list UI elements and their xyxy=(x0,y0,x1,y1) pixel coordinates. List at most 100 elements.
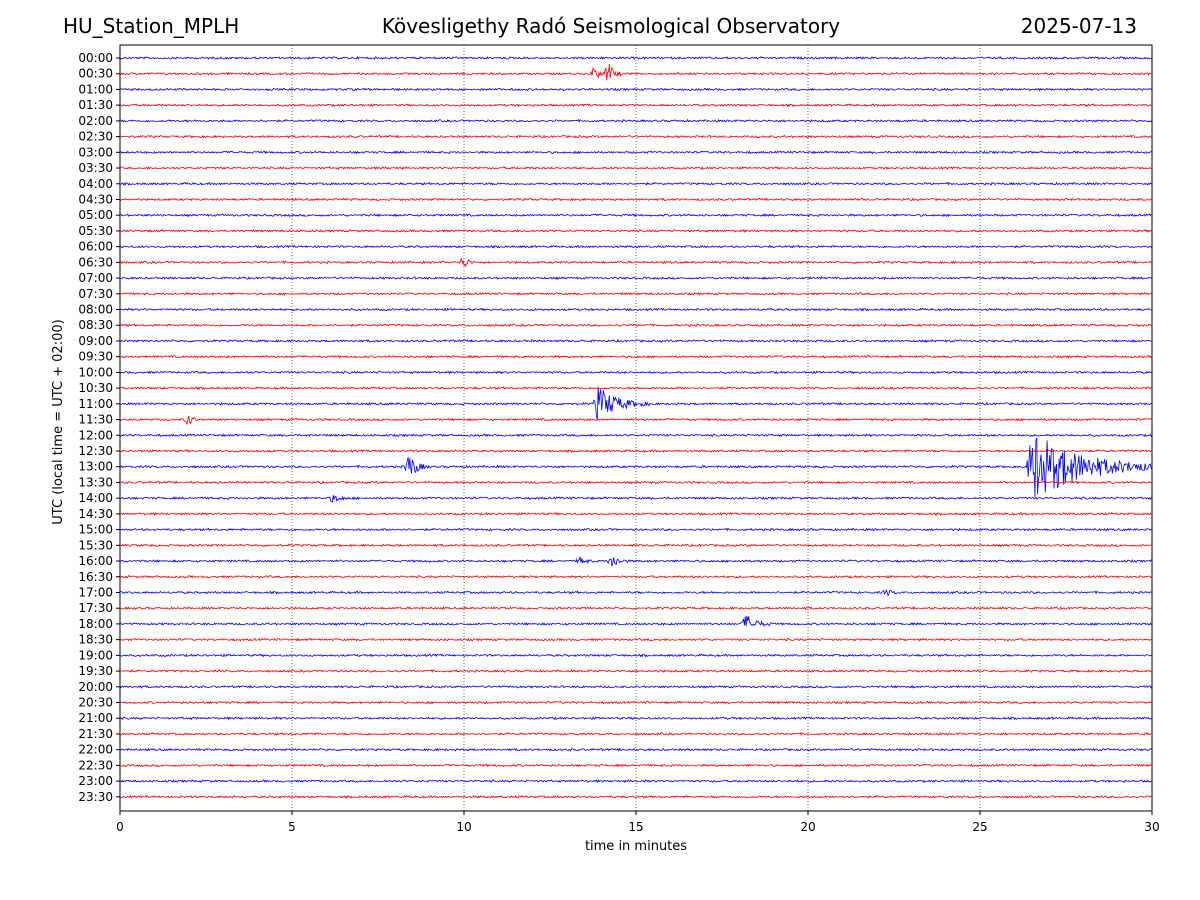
x-tick-label: 5 xyxy=(288,820,296,834)
trace-1200 xyxy=(120,433,1153,438)
chart-title: Kövesligethy Radó Seismological Observat… xyxy=(381,14,841,38)
trace-0030 xyxy=(119,63,1153,81)
y-tick-label: 18:30 xyxy=(78,633,113,647)
trace-0700 xyxy=(119,276,1153,281)
trace-0400 xyxy=(119,181,1153,186)
trace-0530 xyxy=(119,228,1153,234)
y-tick-label: 22:00 xyxy=(78,743,113,757)
trace-0630 xyxy=(119,257,1152,268)
y-tick-label: 15:30 xyxy=(78,538,113,552)
trace-0300 xyxy=(120,150,1153,155)
trace-0100 xyxy=(119,87,1153,92)
trace-2330 xyxy=(119,794,1153,799)
trace-1030 xyxy=(119,386,1153,391)
x-tick-label: 0 xyxy=(116,820,124,834)
y-tick-label: 19:30 xyxy=(78,664,113,678)
x-tick-label: 20 xyxy=(800,820,815,834)
trace-0730 xyxy=(119,291,1153,296)
y-tick-label: 21:00 xyxy=(78,711,113,725)
y-tick-label: 18:00 xyxy=(78,617,113,631)
trace-1600 xyxy=(119,556,1153,567)
trace-1830 xyxy=(119,637,1153,642)
y-tick-label: 01:30 xyxy=(78,98,113,112)
y-tick-label: 10:30 xyxy=(78,381,113,395)
trace-1300 xyxy=(119,437,1153,497)
trace-1130 xyxy=(119,415,1153,426)
y-tick-label: 16:00 xyxy=(78,554,113,568)
trace-2130 xyxy=(119,731,1152,736)
y-tick-label: 00:00 xyxy=(78,51,113,65)
trace-1430 xyxy=(119,511,1153,516)
y-axis-label: UTC (local time = UTC + 02:00) xyxy=(51,319,66,524)
trace-1700 xyxy=(119,588,1153,597)
y-tick-label: 11:30 xyxy=(78,413,113,427)
plot-grid xyxy=(291,45,981,811)
x-axis-label: time in minutes xyxy=(585,839,687,854)
trace-1000 xyxy=(119,370,1153,375)
trace-0500 xyxy=(119,213,1153,218)
trace-0000 xyxy=(119,55,1153,61)
x-tick-label: 10 xyxy=(456,820,471,834)
x-tick-label: 30 xyxy=(1144,820,1159,834)
trace-1730 xyxy=(119,606,1153,611)
y-tick-label: 19:00 xyxy=(78,648,113,662)
trace-2030 xyxy=(119,700,1153,705)
x-axis-ticks: 0 5 10 15 20 25 30 xyxy=(116,811,1160,834)
trace-1800 xyxy=(120,615,1153,627)
y-tick-label: 23:00 xyxy=(78,774,113,788)
trace-1400 xyxy=(119,495,1153,503)
trace-1900 xyxy=(119,653,1153,658)
y-tick-label: 20:30 xyxy=(78,696,113,710)
trace-1930 xyxy=(119,668,1153,674)
y-tick-label: 11:00 xyxy=(78,397,113,411)
y-tick-label: 02:30 xyxy=(78,130,113,144)
trace-2200 xyxy=(119,747,1153,752)
trace-1100 xyxy=(119,386,1153,420)
y-tick-label: 10:00 xyxy=(78,365,113,379)
y-tick-label: 08:00 xyxy=(78,303,113,317)
trace-0130 xyxy=(119,103,1153,108)
y-tick-label: 12:00 xyxy=(78,428,113,442)
y-tick-label: 06:00 xyxy=(78,240,113,254)
y-tick-label: 09:30 xyxy=(78,350,113,364)
y-tick-label: 04:30 xyxy=(78,192,113,206)
y-tick-label: 13:30 xyxy=(78,475,113,489)
y-tick-label: 01:00 xyxy=(78,82,113,96)
trace-0830 xyxy=(119,323,1153,328)
y-tick-label: 07:00 xyxy=(78,271,113,285)
y-tick-label: 14:00 xyxy=(78,491,113,505)
trace-0800 xyxy=(119,307,1153,312)
y-tick-label: 21:30 xyxy=(78,727,113,741)
y-tick-label: 20:00 xyxy=(78,680,113,694)
y-tick-label: 03:00 xyxy=(78,145,113,159)
trace-0430 xyxy=(119,197,1153,202)
y-tick-label: 13:00 xyxy=(78,460,113,474)
trace-1630 xyxy=(119,574,1153,579)
y-tick-label: 09:00 xyxy=(78,334,113,348)
y-tick-label: 06:30 xyxy=(78,255,113,269)
chart-date: 2025-07-13 xyxy=(1020,14,1137,38)
y-tick-label: 00:30 xyxy=(78,67,113,81)
trace-2100 xyxy=(119,716,1153,721)
x-tick-label: 25 xyxy=(972,820,987,834)
y-tick-label: 23:30 xyxy=(78,790,113,804)
trace-2300 xyxy=(119,779,1153,784)
y-tick-label: 04:00 xyxy=(78,177,113,191)
station-name: HU_Station_MPLH xyxy=(63,14,240,38)
trace-1230 xyxy=(119,449,1153,454)
y-tick-label: 22:30 xyxy=(78,758,113,772)
y-tick-label: 12:30 xyxy=(78,444,113,458)
y-tick-label: 17:00 xyxy=(78,585,113,599)
y-tick-label: 05:00 xyxy=(78,208,113,222)
y-tick-label: 15:00 xyxy=(78,523,113,537)
trace-0200 xyxy=(120,118,1153,123)
y-tick-label: 16:30 xyxy=(78,570,113,584)
trace-1530 xyxy=(119,543,1153,548)
trace-0330 xyxy=(119,166,1153,171)
y-tick-label: 17:30 xyxy=(78,601,113,615)
x-tick-label: 15 xyxy=(628,820,643,834)
trace-0930 xyxy=(119,354,1153,359)
trace-2000 xyxy=(119,684,1153,689)
y-tick-label: 05:30 xyxy=(78,224,113,238)
